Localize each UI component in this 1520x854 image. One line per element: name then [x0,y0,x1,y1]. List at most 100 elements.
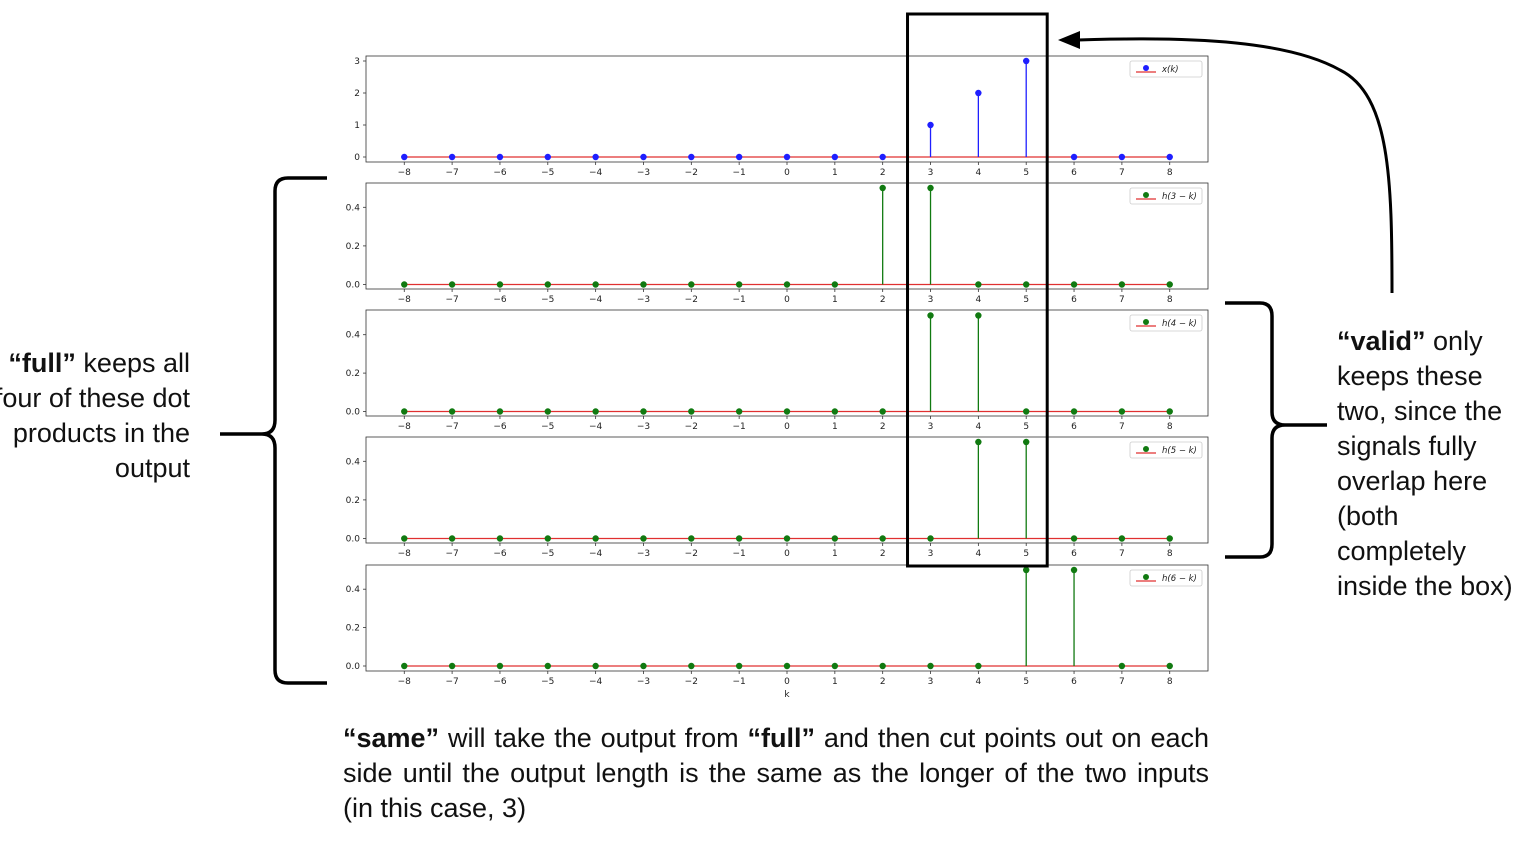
x-tick-label: −5 [541,677,554,687]
y-tick-label: 0.2 [346,242,360,252]
stem-marker [1070,535,1078,542]
stem-marker [831,535,839,542]
y-tick-label: 0.4 [346,203,361,213]
stem-marker [640,153,647,161]
x-tick-label: 5 [1023,549,1029,559]
x-tick-label: 0 [784,422,790,432]
stem-marker [1166,662,1173,670]
stem-marker [496,281,504,288]
x-tick-label: −7 [445,168,458,178]
stem-marker [544,535,551,542]
stem-marker [1166,535,1173,542]
x-tick-label: −8 [398,295,412,305]
x-tick-label: 4 [975,295,981,305]
full-curly-brace [220,176,327,685]
x-tick-label: −8 [398,549,412,559]
stem-marker [879,535,886,542]
x-tick-label: −8 [398,168,412,178]
stem-marker [927,662,934,670]
x-tick-label: 5 [1023,295,1029,305]
same-mode-full-keyword: “full” [747,723,816,753]
plot-frame [365,564,1209,672]
x-tick-label: 8 [1167,168,1173,178]
legend-label: h(5 − k) [1162,446,1197,456]
stem-marker [1070,153,1078,161]
legend-box [1129,441,1203,459]
x-tick-label: −3 [637,168,650,178]
x-tick-label: 5 [1023,168,1029,178]
x-tick-label: 7 [1119,677,1125,687]
stem-marker [1070,281,1078,288]
x-tick-label: 5 [1023,677,1029,687]
same-mode-annotation: “same” will take the output from “full” … [343,721,1209,826]
legend: x(k) [1129,60,1203,78]
x-tick-label: 7 [1119,549,1125,559]
stem-marker [831,408,839,415]
stem-marker [592,153,599,161]
x-tick-label: −1 [733,422,746,432]
x-tick-label: −7 [445,549,458,559]
stem-marker [1070,566,1078,574]
x-tick-label: −5 [541,168,554,178]
y-tick-label: 0.0 [346,408,361,418]
same-mode-text-mid: will take the output from [439,723,748,753]
valid-mode-annotation: “valid” only keeps these two, since the … [1337,324,1517,604]
legend: h(4 − k) [1129,314,1203,332]
x-tick-label: −5 [541,549,554,559]
stem-marker [640,535,647,542]
stem-marker [544,408,551,415]
stem-marker [496,408,504,415]
valid-curly-brace [1225,301,1327,559]
y-tick-label: 0.2 [346,624,360,634]
stem-marker [1166,153,1173,161]
stem-marker [544,153,551,161]
x-tick-label: 1 [832,549,838,559]
stem-marker [688,281,695,288]
stem-marker [448,535,456,542]
subplot-5: 0.0 0.2 0.4 −8 −7 −6 −5 −4 −3 −2 −1 0 1 2 3 4 5 6 7 8 h(6 − … [346,564,1209,700]
y-tick-label: 0.2 [346,369,360,379]
stem-marker [688,535,695,542]
stem-marker [401,281,408,288]
x-tick-label: −2 [685,677,698,687]
x-tick-label: 1 [832,295,838,305]
arrow-head-icon [1058,31,1080,49]
stem-marker [592,281,599,288]
stem-marker [927,121,934,129]
same-mode-keyword: “same” [343,723,440,753]
y-tick-label: 0.0 [346,535,361,545]
stem-marker [735,662,743,670]
x-tick-label: 7 [1119,168,1125,178]
stem-marker [831,153,839,161]
x-tick-label: 0 [784,295,790,305]
overlap-highlight-box [906,12,1049,568]
legend-label: h(3 − k) [1162,192,1197,202]
legend-box [1129,187,1203,205]
x-tick-label: −4 [589,168,603,178]
x-tick-label: −1 [733,168,746,178]
stem-marker [496,535,504,542]
legend-box [1129,314,1203,332]
x-tick-label: −3 [637,295,650,305]
stem-marker [975,281,982,288]
x-tick-label: −7 [445,422,458,432]
stem-marker [640,662,647,670]
stem-marker [783,408,791,415]
stem-marker [1070,408,1078,415]
x-tick-label: 3 [928,549,934,559]
x-tick-label: 2 [880,422,886,432]
plot-frame [365,182,1209,290]
stem-marker [783,662,791,670]
stem-marker [975,89,982,97]
x-tick-label: −2 [685,422,698,432]
stem-marker [688,408,695,415]
stem-marker [1118,281,1126,288]
stem-marker [975,312,982,319]
x-tick-label: 6 [1071,168,1077,178]
stem-marker [831,662,839,670]
stem-marker [879,153,886,161]
stem-marker [783,535,791,542]
x-tick-label: 0 [784,168,790,178]
x-tick-label: −3 [637,549,650,559]
stem-marker [1166,281,1173,288]
